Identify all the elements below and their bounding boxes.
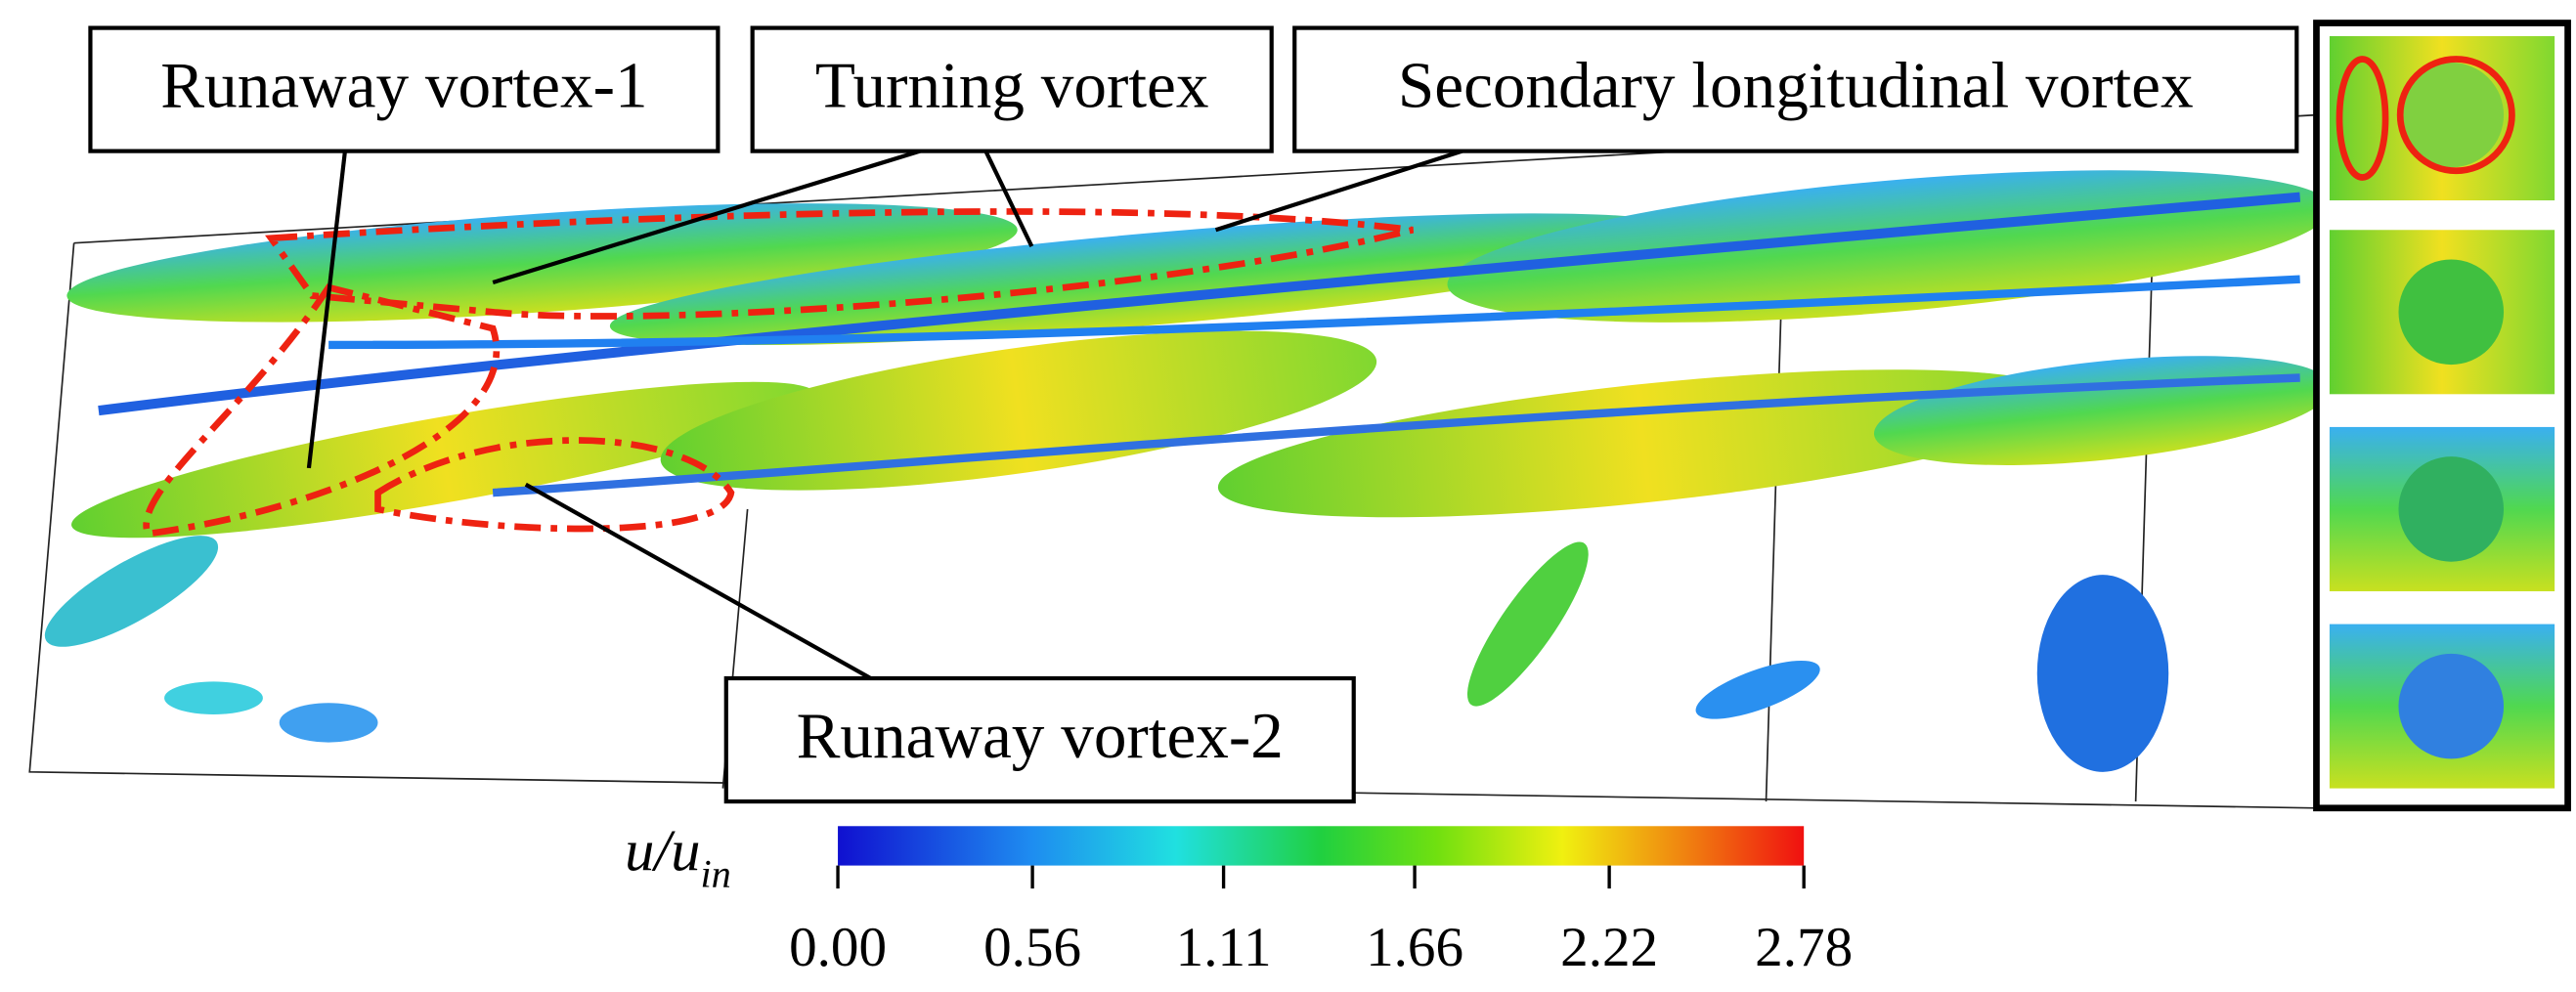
colorbar-gradient: [838, 826, 1805, 866]
label-box: [88, 25, 720, 153]
annotation: Secondary longitudinal vortex: [1398, 49, 2194, 122]
tick-label: 0.56: [983, 917, 1081, 978]
tick-label: 1.66: [1366, 917, 1463, 978]
tick-label: 2.78: [1755, 917, 1853, 978]
tick-label: 2.22: [1560, 917, 1658, 978]
label-box: [1292, 25, 2299, 153]
label-box: [750, 25, 1274, 153]
colorbar-label-main: u/u: [625, 819, 700, 884]
tick-label: 1.11: [1176, 917, 1272, 978]
annotation: Runaway vortex-2: [797, 699, 1284, 772]
colorbar-label-sub: in: [700, 851, 730, 895]
vortex-visualization: [28, 20, 2571, 812]
label-box: [723, 675, 1356, 804]
annotation: Runaway vortex-1: [160, 49, 647, 122]
annotations: Runaway vortex-1 Turning vortex Secondar…: [88, 25, 2299, 804]
annotation: Turning vortex: [815, 49, 1209, 122]
tick-label: 0.00: [789, 917, 887, 978]
colorbar-label: u/uin: [625, 819, 731, 896]
colorbar: u/uin 0.00 0.56 1.11 1.66 2.22 2.78: [625, 819, 1853, 978]
